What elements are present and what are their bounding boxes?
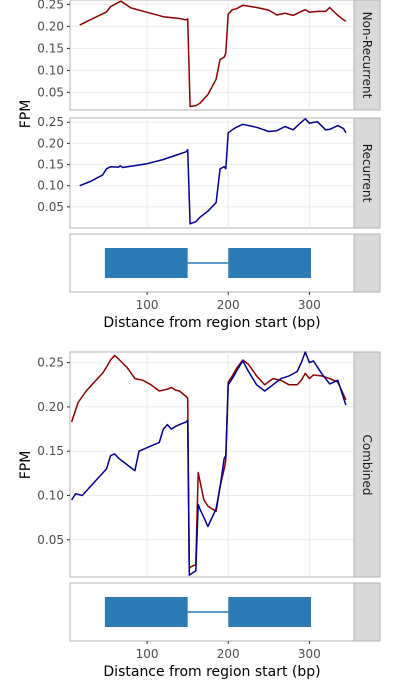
non-recurrent-strip (353, 0, 381, 111)
top-gene-features (104, 248, 311, 278)
top-x-tick-label: 200 (217, 298, 240, 312)
non-recurrent-y-tick-label: 0.05 (37, 85, 64, 99)
top-x-axis-title: Distance from region start (bp) (103, 315, 320, 331)
bottom-x-tick-label: 200 (217, 647, 240, 661)
bottom-exon-1 (104, 597, 188, 627)
non-recurrent-y-tick-label: 0.15 (37, 41, 64, 55)
non-recurrent-y-tick-label: 0.25 (37, 0, 64, 11)
combined-y-tick-label: 0.10 (37, 489, 64, 503)
combined-recurrent-line (70, 351, 347, 576)
bottom-gene-strip (353, 582, 381, 642)
combined-y-tick-label: 0.05 (37, 533, 64, 547)
bottom-x-axis-title: Distance from region start (bp) (103, 664, 320, 680)
top-exon-1 (104, 248, 188, 278)
recurrent-y-tick-label: 0.05 (37, 200, 64, 214)
non-recurrent-panel-border (69, 0, 355, 111)
recurrent-y-tick-label: 0.20 (37, 136, 64, 150)
non-recurrent-y-tick-label: 0.20 (37, 19, 64, 33)
recurrent-y-tick-label: 0.25 (37, 115, 64, 129)
top-gene-strip (353, 233, 381, 293)
bottom-y-axis-title: FPM (18, 451, 34, 480)
combined-y-ticks: 0.05 0.10 0.15 0.20 0.25 (37, 356, 70, 547)
recurrent-lines (79, 118, 347, 225)
combined-y-tick-label: 0.25 (37, 356, 64, 370)
combined-panel-border (69, 351, 355, 578)
top-x-tick-label: 100 (136, 298, 159, 312)
top-gene-model: 100 200 300 (69, 233, 381, 312)
bottom-x-tick-label: 100 (136, 647, 159, 661)
recurrent-y-tick-label: 0.15 (37, 158, 64, 172)
non-recurrent-y-ticks: 0.05 0.10 0.15 0.20 0.25 (37, 0, 70, 99)
non-recurrent-strip-label: Non-Recurrent (360, 12, 374, 99)
non-recurrent-panel: 0.05 0.10 0.15 0.20 0.25 Non-Recurrent (37, 0, 381, 111)
combined-y-tick-label: 0.15 (37, 444, 64, 458)
recurrent-strip-label: Recurrent (360, 144, 374, 203)
combined-lines (70, 351, 347, 576)
recurrent-recurrent-line (79, 118, 347, 225)
non-recurrent-y-tick-label: 0.10 (37, 63, 64, 77)
top-x-tick-label: 300 (298, 298, 321, 312)
top-exon-2 (228, 248, 311, 278)
combined-y-tick-label: 0.20 (37, 400, 64, 414)
bottom-gene-model: 100 200 300 (69, 582, 381, 661)
bottom-x-tick-label: 300 (298, 647, 321, 661)
bottom-gene-features (104, 597, 311, 627)
bottom-exon-2 (228, 597, 311, 627)
non-recurrent-nonrecurrent-line (79, 0, 347, 108)
recurrent-panel-border (69, 117, 355, 229)
combined-strip-label: Combined (360, 435, 374, 496)
recurrent-y-ticks: 0.05 0.10 0.15 0.20 0.25 (37, 115, 70, 214)
recurrent-y-tick-label: 0.10 (37, 179, 64, 193)
non-recurrent-lines (79, 0, 347, 108)
combined-nonrecurrent-line (70, 354, 347, 569)
recurrent-panel: 0.05 0.10 0.15 0.20 0.25 Recurrent (37, 115, 381, 229)
recurrent-strip (353, 117, 381, 229)
combined-strip (353, 351, 381, 578)
top-x-ticks: 100 200 300 (136, 292, 321, 312)
top-y-axis-title: FPM (18, 100, 34, 129)
bottom-x-ticks: 100 200 300 (136, 641, 321, 661)
combined-panel: 0.05 0.10 0.15 0.20 0.25 Combined (37, 351, 381, 578)
